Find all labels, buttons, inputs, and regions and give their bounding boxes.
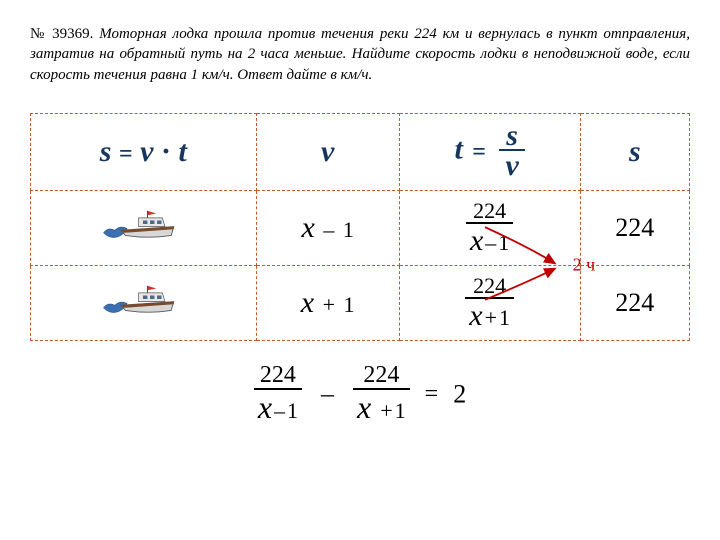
t-upstream: 224 x–1 — [399, 190, 580, 265]
s-upstream: 224 2 ч — [580, 190, 689, 265]
t-downstream: 224 x+1 — [399, 265, 580, 340]
boat-upstream-cell — [31, 190, 257, 265]
boat-upstream-icon — [98, 202, 188, 246]
boat-downstream-cell — [31, 265, 257, 340]
problem-body: Моторная лодка прошла против течения рек… — [30, 26, 690, 83]
v-upstream: x – 1 — [256, 190, 399, 265]
problem-number: № 39369. — [30, 26, 93, 42]
final-equation: 224 x–1 – 224 x +1 = 2 — [30, 363, 690, 426]
solution-table: s = v · t v t = s v s — [30, 113, 690, 341]
v-downstream: x + 1 — [256, 265, 399, 340]
header-s: s — [580, 113, 689, 190]
header-formula-tsv: t = s v — [399, 113, 580, 190]
row-downstream: x + 1 224 x+1 224 — [31, 265, 690, 340]
row-upstream: x – 1 224 x–1 224 2 ч — [31, 190, 690, 265]
header-formula-svt: s = v · t — [31, 113, 257, 190]
header-v: v — [256, 113, 399, 190]
problem-statement: № 39369. Моторная лодка прошла против те… — [30, 24, 690, 85]
s-downstream: 224 — [580, 265, 689, 340]
boat-downstream-icon — [98, 277, 188, 321]
table-header-row: s = v · t v t = s v s — [31, 113, 690, 190]
